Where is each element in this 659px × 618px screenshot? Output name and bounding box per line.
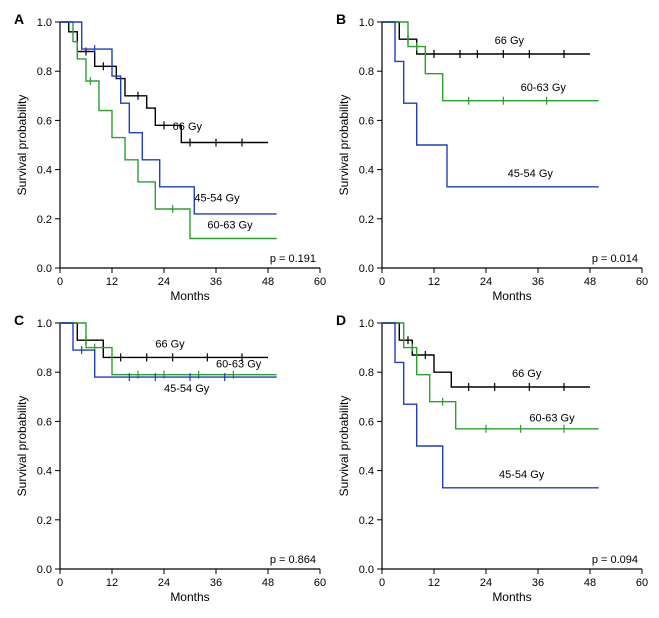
p-value: p = 0.014 [592,253,638,265]
panel-c: 0 12 24 36 48 60 0.0 0.2 0.4 0.6 0.8 1.0 Months Survi… [10,311,328,608]
panel-d: 0 12 24 36 48 60 0.0 0.2 0.4 0.6 0.8 1.0 Months Survi… [332,311,650,608]
x-tick-label: 24 [158,577,170,589]
x-axis-label: Months [492,289,531,303]
km-curve-66 [382,323,590,387]
x-tick-label: 60 [314,577,326,589]
series-label-60-63: 60-63 Gy [529,412,575,424]
panel-a: 0 12 24 36 48 60 0.0 0.2 0.4 0.6 0.8 1.0 Months Survi… [10,10,328,307]
panel-b: 0 12 24 36 48 60 0.0 0.2 0.4 0.6 0.8 1.0 Months Survi… [332,10,650,307]
y-tick-label: 0.2 [359,515,374,527]
y-tick-label: 0.6 [37,416,52,428]
p-value: p = 0.094 [592,554,638,566]
p-value: p = 0.191 [270,253,316,265]
y-tick-label: 0.0 [359,564,374,576]
y-tick-label: 1.0 [359,17,374,29]
panel-letter: B [336,11,346,27]
y-tick-label: 1.0 [359,318,374,330]
panel-letter: D [336,312,346,328]
km-curve-66 [382,22,590,54]
x-tick-label: 36 [210,276,222,288]
x-tick-label: 24 [158,276,170,288]
y-tick-label: 0.4 [359,165,374,177]
km-curve-60-63 [382,22,599,101]
x-tick-label: 48 [584,276,596,288]
x-tick-label: 0 [379,276,385,288]
x-tick-label: 12 [106,276,118,288]
y-tick-label: 1.0 [37,17,52,29]
x-tick-label: 12 [106,577,118,589]
x-axis-label: Months [170,590,209,604]
series-label-45-54: 45-54 Gy [164,383,210,395]
x-tick-label: 48 [262,577,274,589]
y-tick-label: 1.0 [37,318,52,330]
y-tick-label: 0.0 [37,564,52,576]
y-tick-label: 0.8 [37,367,52,379]
x-tick-label: 12 [428,276,440,288]
y-tick-label: 0.2 [37,214,52,226]
series-label-45-54: 45-54 Gy [508,168,554,180]
series-label-60-63: 60-63 Gy [216,358,262,370]
y-tick-label: 0.8 [359,367,374,379]
series-label-60-63: 60-63 Gy [521,82,567,94]
x-tick-label: 60 [636,577,648,589]
km-plot: 0 12 24 36 48 60 0.0 0.2 0.4 0.6 0.8 1.0 Months Survi… [332,10,650,306]
x-tick-label: 36 [532,276,544,288]
y-axis-label: Survival probability [15,95,29,196]
x-tick-label: 60 [636,276,648,288]
km-plot: 0 12 24 36 48 60 0.0 0.2 0.4 0.6 0.8 1.0 Months Survi… [332,311,650,607]
y-tick-label: 0.2 [37,515,52,527]
y-tick-label: 0.6 [359,115,374,127]
km-plot: 0 12 24 36 48 60 0.0 0.2 0.4 0.6 0.8 1.0 Months Survi… [10,311,328,607]
y-tick-label: 0.8 [37,66,52,78]
y-tick-label: 0.0 [37,263,52,275]
y-axis-label: Survival probability [15,396,29,497]
x-tick-label: 0 [57,577,63,589]
y-tick-label: 0.4 [37,466,52,478]
series-label-66: 66 Gy [512,368,542,380]
p-value: p = 0.864 [270,554,316,566]
x-axis-label: Months [492,590,531,604]
y-axis-label: Survival probability [337,396,351,497]
y-tick-label: 0.4 [37,165,52,177]
x-tick-label: 12 [428,577,440,589]
x-tick-label: 24 [480,577,492,589]
km-plot: 0 12 24 36 48 60 0.0 0.2 0.4 0.6 0.8 1.0 Months Survi… [10,10,328,306]
x-tick-label: 60 [314,276,326,288]
y-tick-label: 0.6 [37,115,52,127]
x-axis-label: Months [170,289,209,303]
series-label-45-54: 45-54 Gy [499,469,545,481]
x-tick-label: 24 [480,276,492,288]
axes [60,323,320,569]
x-tick-label: 48 [262,276,274,288]
chart-grid: 0 12 24 36 48 60 0.0 0.2 0.4 0.6 0.8 1.0 Months Survi… [10,10,649,608]
series-label-66: 66 Gy [155,339,185,351]
y-axis-label: Survival probability [337,95,351,196]
series-label-66: 66 Gy [495,35,525,47]
series-label-66: 66 Gy [173,121,203,133]
km-curve-60-63 [60,22,277,239]
series-label-45-54: 45-54 Gy [194,193,240,205]
x-tick-label: 0 [379,577,385,589]
km-curve-45-54 [60,22,277,214]
y-tick-label: 0.4 [359,466,374,478]
y-tick-label: 0.6 [359,416,374,428]
x-tick-label: 0 [57,276,63,288]
panel-letter: A [14,11,24,27]
series-label-60-63: 60-63 Gy [207,220,253,232]
x-tick-label: 48 [584,577,596,589]
y-tick-label: 0.0 [359,263,374,275]
x-tick-label: 36 [532,577,544,589]
panel-letter: C [14,312,24,328]
x-tick-label: 36 [210,577,222,589]
y-tick-label: 0.2 [359,214,374,226]
y-tick-label: 0.8 [359,66,374,78]
